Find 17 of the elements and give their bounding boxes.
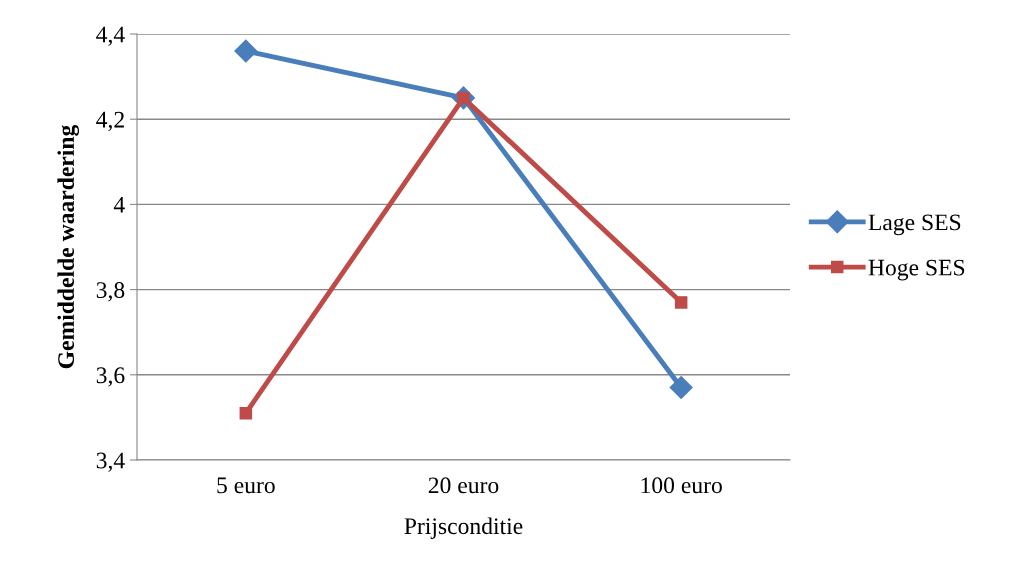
point — [234, 39, 258, 63]
point — [674, 296, 688, 309]
x-tick-label: 100 euro — [641, 477, 722, 494]
y-tick-label: 3,6 — [96, 367, 125, 387]
y-tick-label: 4,4 — [96, 26, 125, 46]
y-tick-label: 4 — [113, 197, 125, 213]
x-tick-label: 20 euro — [428, 477, 499, 494]
point — [239, 406, 253, 420]
y-tick-label: 3,8 — [96, 282, 125, 302]
y-tick-label: 4,2 — [96, 111, 124, 132]
legend-label: Hoge SES — [868, 259, 965, 281]
x-tick-label: 5 euro — [217, 477, 275, 494]
y-tick-label: 3,4 — [96, 452, 125, 472]
point — [669, 376, 693, 400]
y-axis-title: Gemiddelde waardering — [57, 124, 80, 369]
legend-label: Lage SES — [868, 214, 961, 236]
x-axis-title: Prijsconditie — [404, 517, 523, 539]
